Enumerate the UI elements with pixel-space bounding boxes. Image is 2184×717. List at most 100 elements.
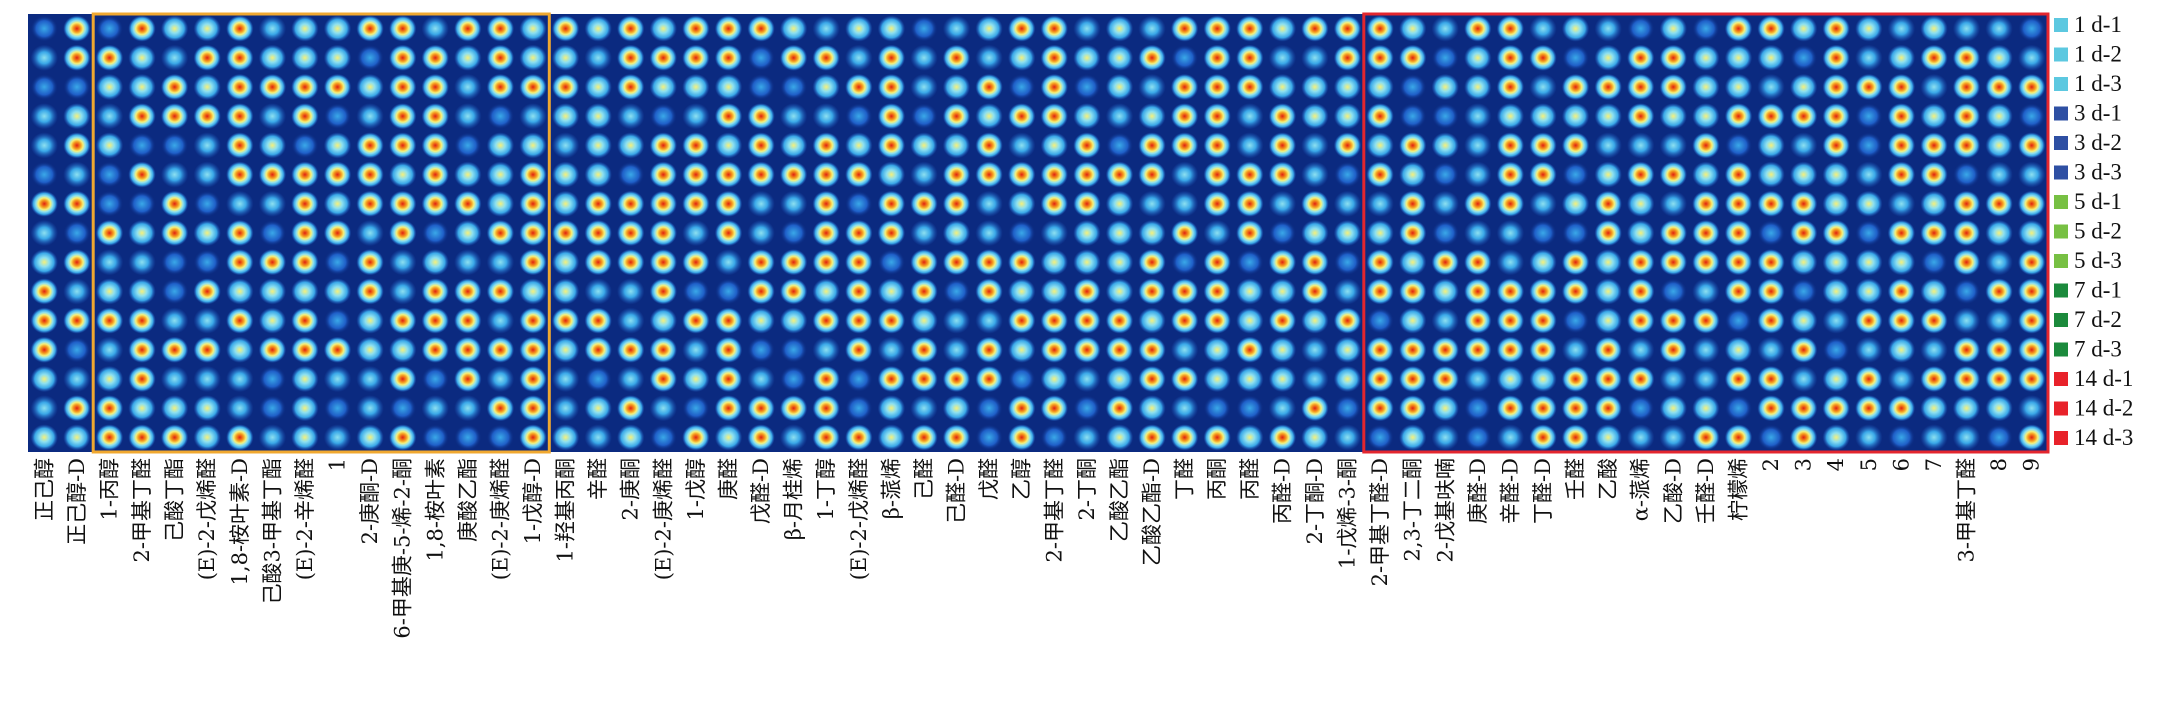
heatmap-cell [30, 249, 58, 276]
heatmap-cell [975, 103, 1003, 130]
column-label: 2-庚酮 [619, 458, 643, 520]
heatmap-cell [1203, 103, 1231, 130]
heatmap-cell [160, 44, 189, 71]
heatmap-cell [812, 219, 840, 247]
heatmap-cell [63, 278, 91, 305]
heatmap-cell [617, 365, 645, 393]
heatmap-cell [1236, 219, 1264, 247]
heatmap-cell [1138, 132, 1166, 159]
heatmap-cell [1920, 249, 1948, 276]
heatmap-cell [1985, 44, 2013, 71]
heatmap-cell [1855, 73, 1883, 101]
heatmap-cell [1985, 336, 2013, 363]
heatmap-cell [1431, 73, 1460, 101]
heatmap-cell [1268, 73, 1297, 101]
heatmap-cell [258, 395, 287, 422]
heatmap-cell [454, 336, 482, 363]
heatmap-cell [1040, 365, 1069, 393]
column-label: (E)-2-辛烯醛 [293, 458, 317, 580]
heatmap-cell [1529, 132, 1557, 159]
heatmap-cell [1464, 73, 1492, 101]
heatmap-cell [975, 161, 1003, 188]
heatmap-cell [1301, 365, 1329, 393]
heatmap-cell [160, 15, 189, 42]
heatmap-cell [1789, 219, 1818, 247]
heatmap-cell [1138, 15, 1166, 42]
heatmap-cell [519, 219, 547, 247]
heatmap-cell [193, 278, 221, 305]
heatmap-cell [1073, 395, 1101, 422]
heatmap-cell [1040, 336, 1069, 363]
heatmap-cell [1073, 249, 1101, 276]
heatmap-cell [30, 307, 58, 334]
heatmap-cell [1496, 395, 1525, 422]
heatmap-cell [1496, 249, 1525, 276]
heatmap-cell [1366, 424, 1394, 451]
heatmap-cell [551, 132, 580, 159]
heatmap-cell [617, 73, 645, 101]
heatmap-cell [910, 249, 938, 276]
heatmap-cell [160, 132, 189, 159]
column-label: 辛醛 [586, 458, 610, 500]
heatmap-cell [1887, 190, 1916, 217]
heatmap-cell [682, 424, 710, 451]
heatmap-cell [519, 365, 547, 393]
heatmap-cell [486, 219, 515, 247]
heatmap-cell [649, 424, 677, 451]
heatmap-cell [30, 161, 58, 188]
heatmap-cell [1431, 190, 1460, 217]
heatmap-cell [1203, 132, 1231, 159]
heatmap-cell [1203, 395, 1231, 422]
heatmap-cell [1236, 278, 1264, 305]
heatmap-cell [1040, 73, 1069, 101]
heatmap-cell [1073, 15, 1101, 42]
heatmap-cell [747, 73, 775, 101]
heatmap-cell [910, 278, 938, 305]
heatmap-cell [1301, 103, 1329, 130]
heatmap-cell [30, 73, 58, 101]
heatmap-cell [1366, 44, 1394, 71]
legend-label: 3 d-1 [2074, 101, 2122, 126]
heatmap-cell [1920, 307, 1948, 334]
heatmap-cell [877, 161, 906, 188]
heatmap-cell [975, 73, 1003, 101]
heatmap-cell [975, 365, 1003, 393]
heatmap-cell [845, 73, 873, 101]
heatmap-cell [1627, 44, 1655, 71]
heatmap-cell [1105, 15, 1134, 42]
heatmap-cell [323, 190, 352, 217]
column-label: 庚醛-D [1466, 458, 1490, 524]
heatmap-cell [1952, 103, 1981, 130]
heatmap-cell [1138, 103, 1166, 130]
heatmap-cell [551, 249, 580, 276]
heatmap-cell [1170, 336, 1199, 363]
heatmap-cell [1366, 395, 1394, 422]
heatmap-cell [1268, 395, 1297, 422]
column-label: 3 [1792, 458, 1816, 471]
heatmap-cell [1887, 336, 1916, 363]
heatmap-cell [551, 161, 580, 188]
heatmap-cell [1855, 103, 1883, 130]
heatmap-cell [421, 249, 449, 276]
heatmap-cell [1822, 395, 1850, 422]
legend-swatch [2054, 283, 2068, 298]
heatmap-cell [1170, 424, 1199, 451]
heatmap-cell [1170, 395, 1199, 422]
heatmap-cell [160, 336, 189, 363]
heatmap-cell [389, 15, 417, 42]
heatmap-cell [1789, 161, 1818, 188]
heatmap-cell [1920, 161, 1948, 188]
column-label: 己醛 [912, 458, 936, 500]
heatmap-cell [1529, 15, 1557, 42]
heatmap-cell [1236, 15, 1264, 42]
heatmap-cell [258, 132, 287, 159]
heatmap-cell [975, 132, 1003, 159]
heatmap-cell [1464, 15, 1492, 42]
heatmap-cell [356, 278, 384, 305]
heatmap-cell [747, 44, 775, 71]
legend-label: 1 d-3 [2074, 71, 2122, 96]
heatmap-cell [95, 44, 124, 71]
heatmap-cell [1887, 249, 1916, 276]
heatmap-cell [1008, 249, 1036, 276]
heatmap-cell [1236, 307, 1264, 334]
